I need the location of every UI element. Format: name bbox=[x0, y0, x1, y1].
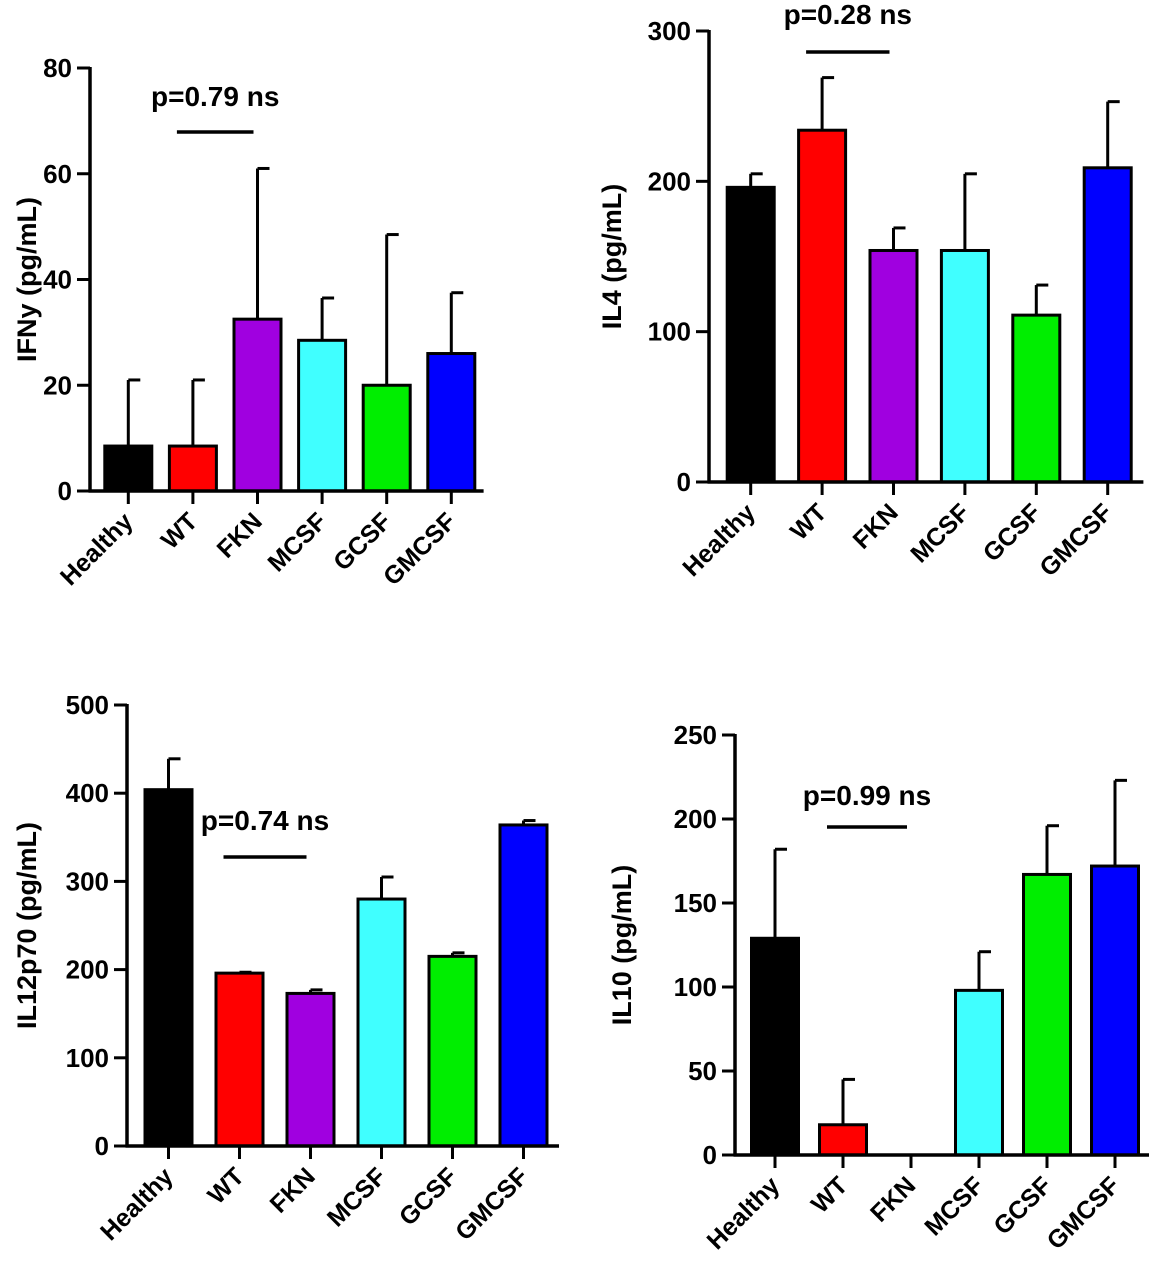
y-tick-label: 150 bbox=[674, 888, 717, 918]
x-tick-label: WT bbox=[806, 1171, 853, 1218]
bar-gcsf bbox=[1011, 313, 1062, 484]
bar-gmcsf bbox=[1082, 166, 1133, 484]
y-tick-label: 200 bbox=[648, 166, 691, 196]
y-tick-label: 60 bbox=[43, 159, 72, 189]
y-tick-label: 50 bbox=[688, 1056, 717, 1086]
significance-label: p=0.74 ns bbox=[201, 805, 329, 836]
bar-wt bbox=[167, 444, 218, 493]
x-tick-label: GMCSF bbox=[1034, 498, 1118, 582]
bar-mcsf bbox=[297, 338, 348, 493]
bar-gcsf bbox=[1022, 872, 1072, 1157]
x-tick-label: MCSF bbox=[919, 1171, 989, 1241]
bar-fkn bbox=[285, 991, 336, 1148]
x-tick-label: FKN bbox=[865, 1171, 921, 1227]
y-tick-label: 0 bbox=[95, 1131, 109, 1161]
x-tick-label: WT bbox=[202, 1162, 249, 1209]
x-tick-label: FKN bbox=[265, 1162, 321, 1218]
bar-mcsf bbox=[954, 988, 1004, 1157]
y-tick-label: 300 bbox=[66, 866, 109, 896]
y-tick-label: 200 bbox=[66, 955, 109, 985]
significance-label: p=0.99 ns bbox=[803, 780, 931, 811]
y-tick-label: 0 bbox=[703, 1140, 717, 1170]
x-tick-label: WT bbox=[785, 498, 832, 545]
x-tick-label: GCSF bbox=[978, 498, 1047, 567]
y-tick-label: 0 bbox=[677, 467, 691, 497]
x-tick-label: WT bbox=[156, 507, 203, 554]
x-tick-label: GMCSF bbox=[378, 507, 462, 591]
bar-mcsf bbox=[356, 897, 407, 1148]
bar-wt bbox=[214, 971, 265, 1148]
significance-label: p=0.79 ns bbox=[151, 81, 279, 112]
bar-gcsf bbox=[361, 383, 412, 493]
y-tick-label: 100 bbox=[674, 972, 717, 1002]
bar-fkn bbox=[868, 248, 919, 484]
bar-gmcsf bbox=[1090, 864, 1140, 1157]
bar-healthy bbox=[103, 444, 154, 493]
bar-gcsf bbox=[427, 954, 478, 1148]
y-tick-label: 100 bbox=[648, 317, 691, 347]
x-tick-label: Healthy bbox=[702, 1171, 786, 1255]
bar-gmcsf bbox=[426, 352, 477, 493]
y-tick-label: 40 bbox=[43, 265, 72, 295]
x-tick-label: GMCSF bbox=[450, 1162, 534, 1246]
bar-wt bbox=[797, 128, 848, 484]
x-tick-label: MCSF bbox=[322, 1162, 392, 1232]
x-tick-label: FKN bbox=[848, 498, 904, 554]
bar-gmcsf bbox=[498, 823, 549, 1148]
x-tick-label: Healthy bbox=[677, 498, 761, 582]
bar-healthy bbox=[725, 185, 776, 484]
x-tick-label: Healthy bbox=[95, 1162, 179, 1246]
bar-healthy bbox=[750, 936, 800, 1157]
y-tick-label: 200 bbox=[674, 804, 717, 834]
y-tick-label: 300 bbox=[648, 16, 691, 46]
y-tick-label: 500 bbox=[66, 690, 109, 720]
y-tick-label: 80 bbox=[43, 53, 72, 83]
significance-label: p=0.28 ns bbox=[784, 0, 912, 30]
y-tick-label: 250 bbox=[674, 720, 717, 750]
y-tick-label: 20 bbox=[43, 370, 72, 400]
y-axis-title: IL10 (pg/mL) bbox=[607, 865, 637, 1026]
x-tick-label: MCSF bbox=[905, 498, 975, 568]
bar-wt bbox=[818, 1123, 868, 1157]
x-tick-label: GCSF bbox=[394, 1162, 463, 1231]
y-tick-label: 400 bbox=[66, 778, 109, 808]
y-tick-label: 0 bbox=[58, 476, 72, 506]
bar-mcsf bbox=[939, 248, 990, 484]
y-tick-label: 100 bbox=[66, 1043, 109, 1073]
x-tick-label: MCSF bbox=[262, 507, 332, 577]
y-axis-title: IFNy (pg/mL) bbox=[12, 197, 42, 362]
x-tick-label: Healthy bbox=[55, 507, 139, 591]
x-tick-label: FKN bbox=[212, 507, 268, 563]
y-axis-title: IL4 (pg/mL) bbox=[597, 184, 627, 329]
bar-healthy bbox=[143, 788, 194, 1148]
bar-fkn bbox=[232, 317, 283, 493]
x-tick-label: GMCSF bbox=[1042, 1171, 1126, 1255]
y-axis-title: IL12p70 (pg/mL) bbox=[12, 822, 42, 1029]
